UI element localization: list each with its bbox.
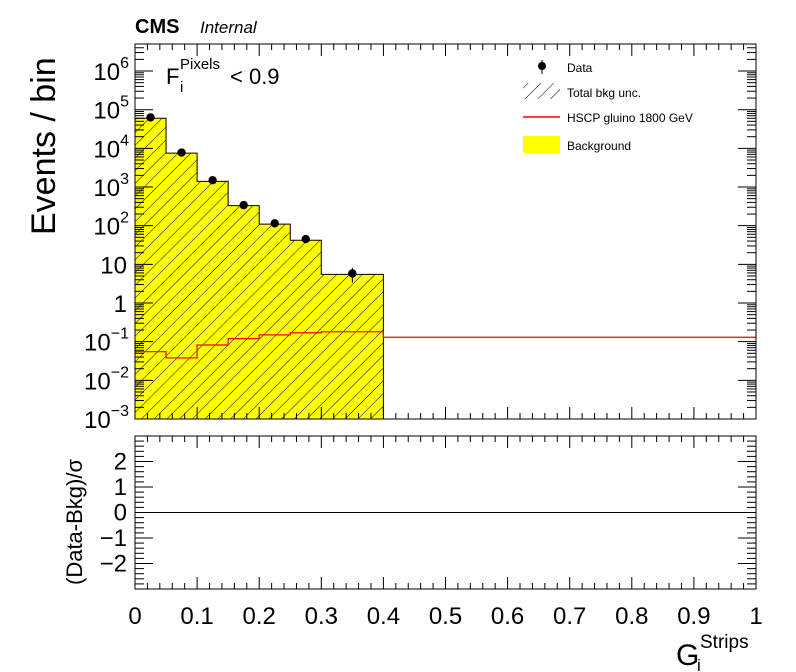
y-tick-label: 102 [93,210,129,241]
legend-label-signal: HSCP gluino 1800 GeV [567,111,693,125]
ratio-y-tick-label: −1 [100,525,127,552]
bkg-uncertainty-band [166,153,198,419]
ratio-y-axis-label: (Data-Bkg)/σ [62,459,87,585]
y-tick-label: 104 [93,132,129,163]
internal-label: Internal [200,18,258,37]
legend-entry-unc: Total bkg unc. [523,83,641,100]
x-tick-label: 0.8 [615,603,648,630]
data-point [177,148,186,157]
x-tick-label: 0.6 [491,603,524,630]
background-histogram [135,117,384,419]
legend: Data Total bkg unc. HSCP gluino 1800 GeV… [523,60,693,153]
bkg-uncertainty-band [259,224,291,419]
x-tick-label: 0.2 [243,603,276,630]
y-tick-label: 10−1 [84,326,129,357]
legend-entry-data: Data [538,60,593,75]
data-point [208,176,217,185]
ratio-y-tick-label: −2 [100,551,127,578]
bkg-uncertainty-band [290,240,322,419]
x-axis-label: G Strips i [676,632,749,672]
y-tick-label: 10 [100,252,127,279]
annotation-sub: i [180,79,183,96]
legend-marker-unc [523,83,560,99]
signal-line [135,331,756,359]
ratio-y-tick-label: 1 [114,474,127,501]
x-axis-label-sup: Strips [700,632,749,653]
x-tick-label: 0.1 [180,603,213,630]
y-tick-label: 103 [93,171,129,202]
x-tick-label: 0.9 [677,603,710,630]
x-tick-label: 0.7 [553,603,586,630]
bkg-uncertainty-band [197,181,229,419]
legend-label-data: Data [567,61,593,75]
x-tick-label: 1 [749,603,762,630]
y-axis-label: Events / bin [25,57,63,235]
main-axes: 10−3 10−2 10−1 1 10 102 103 104 105 106 [84,43,757,434]
signal-histogram [135,331,756,359]
annotation-cut: < 0.9 [230,64,280,89]
x-axis-label-sub: i [697,656,701,672]
x-tick-label: 0.4 [367,603,400,630]
y-tick-label: 10−2 [84,364,129,395]
x-tick-label: 0 [128,603,141,630]
y-tick-label: 105 [93,94,129,125]
y-tick-label: 10−3 [84,403,129,434]
legend-label-background: Background [567,139,631,153]
x-axis-label-base: G [676,639,699,672]
annotation-sup: Pixels [180,56,220,73]
x-tick-label: 0.3 [305,603,338,630]
legend-marker-data [538,62,546,70]
legend-entry-signal: HSCP gluino 1800 GeV [523,111,693,125]
data-point [270,219,279,228]
ratio-y-tick-label: 2 [114,449,127,476]
legend-entry-background: Background [523,136,631,153]
x-tick-label: 0.5 [429,603,462,630]
data-points [146,113,357,283]
annotation-base: F [166,64,179,89]
ratio-y-tick-label: 0 [114,500,127,527]
bkg-uncertainty-band [228,205,260,419]
legend-label-unc: Total bkg unc. [567,86,641,100]
bkg-uncertainty-band [321,274,384,419]
y-tick-label: 1 [114,291,127,318]
y-tick-label: 106 [93,55,129,86]
data-point [239,200,248,210]
cut-annotation: F Pixels i < 0.9 [166,56,280,96]
data-point [348,269,357,278]
data-point [301,234,310,244]
data-point [146,113,155,122]
cms-label: CMS [135,16,179,38]
legend-marker-background [523,136,560,153]
